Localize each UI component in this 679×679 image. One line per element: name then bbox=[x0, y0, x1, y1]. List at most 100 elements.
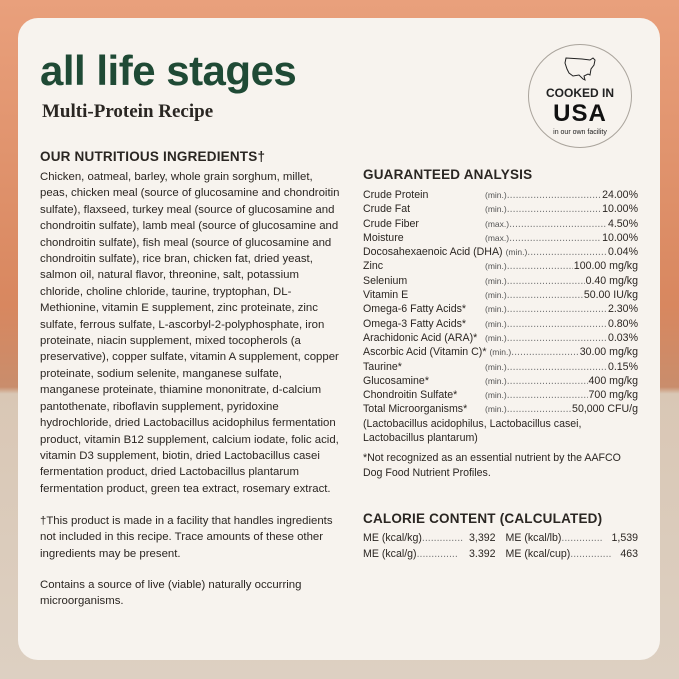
live-microorganisms-note: Contains a source of live (viable) natur… bbox=[40, 579, 302, 608]
nutrient-value: 24.00% bbox=[602, 189, 638, 201]
nutrient-name: Omega-3 Fatty Acids* bbox=[363, 317, 467, 330]
nutrient-name: Chondroitin Sulfate* bbox=[363, 389, 458, 402]
ingredients-heading: OUR NUTRITIOUS INGREDIENTS† bbox=[40, 149, 266, 164]
nutrient-name: Crude Fat bbox=[363, 203, 411, 216]
leader-dots: ...................................... bbox=[506, 189, 601, 201]
analysis-row: Selenium (min.).........................… bbox=[363, 274, 638, 288]
leader-dots: ...................................... bbox=[506, 203, 601, 216]
ingredients-section: OUR NUTRITIOUS INGREDIENTS† Chicken, oat… bbox=[40, 148, 340, 610]
nutrient-value: 10.00% bbox=[602, 203, 638, 216]
badge-top-text: COOKED IN bbox=[545, 86, 614, 100]
guaranteed-analysis-section: GUARANTEED ANALYSIS Crude Protein (min.)… bbox=[363, 166, 638, 480]
nutrient-name: Taurine* bbox=[363, 360, 402, 373]
leader-dots: ...................................... bbox=[506, 303, 607, 316]
nutrient-value: 50.00 IU/kg bbox=[583, 289, 638, 302]
calorie-value: 1,539 bbox=[611, 531, 638, 544]
calorie-label: ME (kcal/cup) bbox=[505, 547, 571, 560]
min-max-qualifier: (max.) bbox=[485, 218, 510, 229]
nutrient-name: Docosahexaenoic Acid (DHA) bbox=[363, 246, 503, 259]
leader-dots: ...................................... bbox=[506, 389, 588, 402]
leader-dots: ...................................... bbox=[506, 289, 583, 302]
leader-dots: ...................................... bbox=[506, 274, 585, 287]
aafco-footnote: *Not recognized as an essential nutrient… bbox=[363, 452, 621, 479]
leader-dots: ...................................... bbox=[506, 331, 607, 344]
nutrient-value: 0.15% bbox=[607, 360, 638, 373]
calorie-heading: CALORIE CONTENT (CALCULATED) bbox=[363, 510, 603, 526]
nutrient-name: Omega-6 Fatty Acids* bbox=[363, 303, 467, 316]
cooked-in-usa-badge: COOKED IN USA in our own facility bbox=[528, 44, 632, 148]
min-max-qualifier: (min.) bbox=[485, 204, 507, 215]
nutrient-value: 30.00 mg/kg bbox=[579, 346, 638, 359]
min-max-qualifier: (max.) bbox=[485, 232, 510, 243]
nutrient-value: 0.03% bbox=[607, 331, 638, 344]
nutrient-value: 400 mg/kg bbox=[588, 374, 638, 387]
analysis-row: Crude Fat (min.)........................… bbox=[363, 202, 638, 216]
leader-dots: .............. bbox=[421, 531, 464, 544]
calorie-value: 3,392 bbox=[468, 531, 496, 544]
nutrient-value: 100.00 mg/kg bbox=[573, 260, 638, 273]
nutrient-name: Selenium bbox=[363, 274, 408, 287]
leader-dots: ...................................... bbox=[511, 346, 579, 359]
leader-dots: ...................................... bbox=[509, 231, 601, 244]
min-max-qualifier: (min.) bbox=[485, 361, 507, 372]
nutrient-name: Crude Protein bbox=[363, 189, 429, 201]
leader-dots: ...................................... bbox=[506, 260, 573, 273]
analysis-heading: GUARANTEED ANALYSIS bbox=[363, 167, 533, 182]
analysis-row: Docosahexaenoic Acid (DHA) (min.).......… bbox=[363, 245, 638, 259]
nutrient-value: 2.30% bbox=[607, 303, 638, 316]
nutrient-name: Arachidonic Acid (ARA)* bbox=[363, 331, 478, 344]
min-max-qualifier: (min.) bbox=[485, 318, 507, 329]
leader-dots: .............. bbox=[561, 531, 603, 544]
calorie-value: 463 bbox=[620, 547, 638, 560]
calorie-label: ME (kcal/g) bbox=[363, 547, 417, 560]
analysis-row: Chondroitin Sulfate* (min.).............… bbox=[363, 388, 638, 402]
page-title: all life stages bbox=[40, 47, 297, 94]
badge-main-text: USA bbox=[553, 100, 607, 127]
nutrient-value: 0.04% bbox=[607, 246, 638, 259]
analysis-row: Vitamin E (min.)........................… bbox=[363, 288, 638, 302]
recipe-subtitle: Multi-Protein Recipe bbox=[42, 101, 214, 122]
calorie-value: 3.392 bbox=[468, 547, 496, 560]
badge-bottom-text: in our own facility bbox=[553, 129, 607, 136]
min-max-qualifier: (min.) bbox=[505, 247, 528, 258]
calorie-label: ME (kcal/lb) bbox=[505, 531, 562, 544]
analysis-row: Zinc (min.).............................… bbox=[363, 259, 638, 273]
analysis-row: Omega-6 Fatty Acids* (min.).............… bbox=[363, 302, 638, 316]
analysis-row: Omega-3 Fatty Acids* (min.).............… bbox=[363, 317, 638, 331]
nutrient-name: Vitamin E bbox=[363, 289, 409, 302]
calorie-item: ME (kcal/g).............. 3.392 bbox=[363, 546, 496, 562]
analysis-row: Total Microorganisms* (min.)............… bbox=[363, 402, 638, 416]
analysis-row: Ascorbic Acid (Vitamin C)* (min.).......… bbox=[363, 345, 638, 359]
nutrient-value: 700 mg/kg bbox=[588, 389, 638, 402]
analysis-row: Crude Protein (min.)....................… bbox=[363, 188, 638, 202]
nutrient-name: Zinc bbox=[363, 260, 384, 273]
analysis-row: Arachidonic Acid (ARA)* (min.)..........… bbox=[363, 331, 638, 345]
ingredients-list: Chicken, oatmeal, barley, whole grain so… bbox=[40, 171, 340, 495]
leader-dots: ...................................... bbox=[506, 317, 607, 330]
nutrient-name: Glucosamine* bbox=[363, 374, 429, 387]
ingredient-notes: †This product is made in a facility that… bbox=[40, 513, 340, 609]
nutrient-value: 4.50% bbox=[607, 217, 638, 230]
analysis-row: Moisture (max.).........................… bbox=[363, 231, 638, 245]
nutrient-name: Crude Fiber bbox=[363, 217, 419, 230]
right-column: GUARANTEED ANALYSIS Crude Protein (min.)… bbox=[363, 166, 638, 562]
analysis-row: Glucosamine* (min.).....................… bbox=[363, 374, 638, 388]
min-max-qualifier: (min.) bbox=[489, 347, 512, 358]
usa-map-icon bbox=[564, 57, 596, 81]
nutrient-value: 0.80% bbox=[607, 317, 638, 330]
nutrient-value: 10.00% bbox=[602, 231, 638, 244]
nutrient-value: 0.40 mg/kg bbox=[585, 274, 638, 287]
leader-dots: ...................................... bbox=[509, 217, 607, 230]
analysis-row: Taurine* (min.).........................… bbox=[363, 360, 638, 374]
leader-dots: ...................................... bbox=[506, 360, 607, 373]
strains-note: (Lactobacillus acidophilus, Lactobacillu… bbox=[363, 417, 582, 445]
min-max-qualifier: (min.) bbox=[485, 190, 507, 200]
min-max-qualifier: (min.) bbox=[485, 375, 507, 386]
calorie-item: ME (kcal/kg).............. 3,392 bbox=[363, 530, 496, 546]
min-max-qualifier: (min.) bbox=[485, 275, 507, 286]
nutrient-value: 50,000 CFU/g bbox=[572, 403, 638, 416]
facility-note: †This product is made in a facility that… bbox=[40, 515, 333, 560]
nutrient-name: Total Microorganisms* bbox=[363, 403, 468, 416]
nutrient-name: Moisture bbox=[363, 231, 404, 244]
calorie-item: ME (kcal/lb).............. 1,539 bbox=[506, 530, 639, 546]
